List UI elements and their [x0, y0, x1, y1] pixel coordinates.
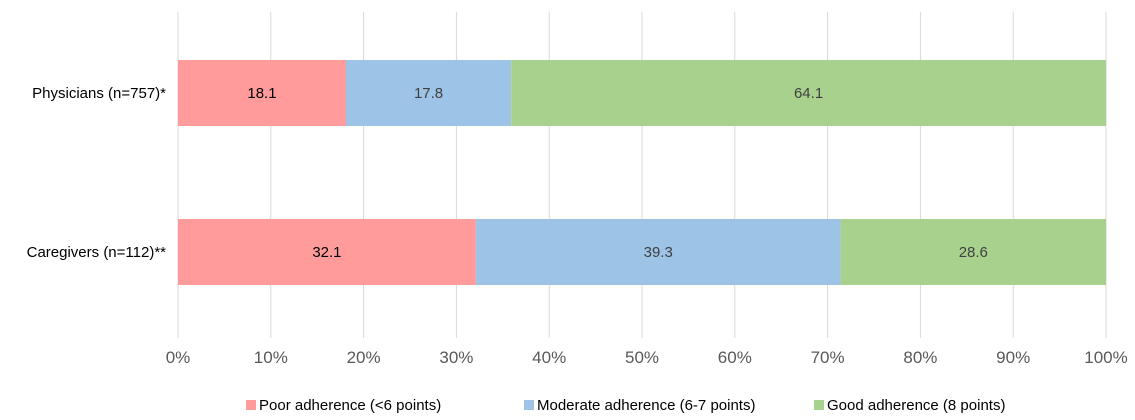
- category-label: Physicians (n=757)*: [32, 85, 166, 102]
- x-tick-label: 20%: [347, 348, 381, 367]
- legend-swatch: [524, 400, 534, 410]
- x-tick-label: 40%: [532, 348, 566, 367]
- bar-segment: [475, 219, 841, 285]
- x-tick-label: 10%: [254, 348, 288, 367]
- data-label: 18.1: [247, 85, 276, 102]
- x-tick-label: 50%: [625, 348, 659, 367]
- x-tick-label: 60%: [718, 348, 752, 367]
- bar-segment: [345, 60, 512, 126]
- data-label: 17.8: [414, 85, 443, 102]
- bar-segment: [840, 219, 1106, 285]
- x-tick-label: 0%: [166, 348, 191, 367]
- legend-swatch: [814, 400, 824, 410]
- bar-segment: [178, 219, 476, 285]
- data-label: 28.6: [959, 244, 988, 261]
- legend-label: Good adherence (8 points): [827, 397, 1005, 414]
- legend-label: Poor adherence (<6 points): [259, 397, 441, 414]
- data-label: 64.1: [794, 85, 823, 102]
- data-label: 39.3: [644, 244, 673, 261]
- x-tick-label: 90%: [996, 348, 1030, 367]
- x-tick-label: 30%: [439, 348, 473, 367]
- legend-swatch: [246, 400, 256, 410]
- data-label: 32.1: [312, 244, 341, 261]
- bar-segment: [178, 60, 346, 126]
- category-label: Caregivers (n=112)**: [27, 244, 167, 261]
- bar-segment: [511, 60, 1107, 126]
- x-tick-label: 100%: [1084, 348, 1127, 367]
- x-tick-label: 70%: [811, 348, 845, 367]
- legend-label: Moderate adherence (6-7 points): [537, 397, 755, 414]
- x-tick-label: 80%: [903, 348, 937, 367]
